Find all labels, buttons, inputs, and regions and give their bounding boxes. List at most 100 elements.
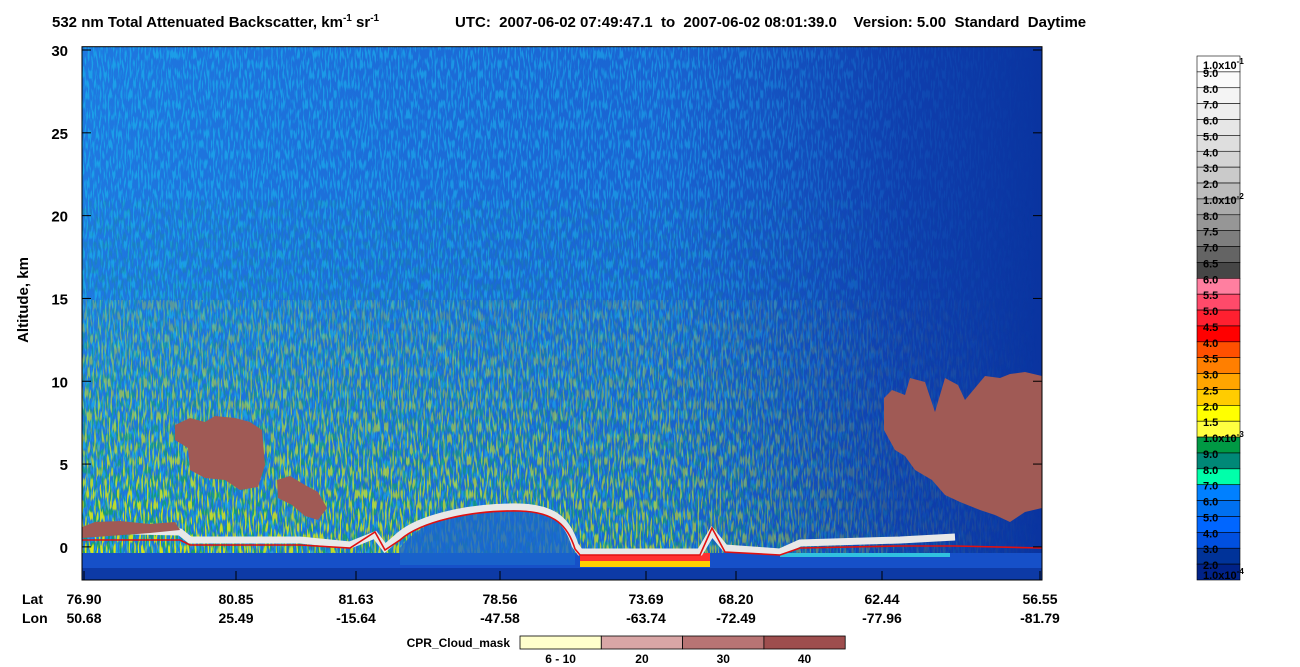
colorbar-label: 2.0 xyxy=(1203,179,1218,191)
colorbar-label-text: 7.0 xyxy=(1203,100,1218,112)
colorbar-label-text: 6.5 xyxy=(1203,258,1218,270)
lat-label: 68.20 xyxy=(718,591,753,607)
colorbar-label-exponent: -1 xyxy=(1237,57,1245,66)
colorbar-label-text: 5.0 xyxy=(1203,131,1218,143)
colorbar-label: 3.0 xyxy=(1203,163,1218,175)
colorbar-label-text: 9.0 xyxy=(1203,68,1218,80)
colorbar-label-text: 4.0 xyxy=(1203,147,1218,159)
colorbar-label-text: 6.0 xyxy=(1203,497,1218,509)
colorbar-label: 4.5 xyxy=(1203,322,1218,334)
colorbar-label: 7.0 xyxy=(1203,243,1218,255)
colorbar-label: 1.5 xyxy=(1203,417,1218,429)
colorbar-label-text: 2.0 xyxy=(1203,179,1218,191)
colorbar-label-text: 3.0 xyxy=(1203,370,1218,382)
colorbar-label: 9.0 xyxy=(1203,68,1218,80)
lon-label: -77.96 xyxy=(862,610,902,626)
colorbar-label: 5.0 xyxy=(1203,306,1218,318)
cloud-mask-swatch xyxy=(682,635,765,650)
colorbar-label: 6.5 xyxy=(1203,258,1218,270)
colorbar-label-exponent: -3 xyxy=(1237,430,1245,439)
colorbar-label: 1.0x10-4 xyxy=(1203,567,1244,582)
y-tick-label: 10 xyxy=(51,374,68,391)
colorbar-label: 7.5 xyxy=(1203,227,1218,239)
x-header: Lat xyxy=(22,591,43,607)
colorbar-label: 3.5 xyxy=(1203,354,1218,366)
colorbar-label-text: 8.0 xyxy=(1203,465,1218,477)
colorbar-label: 4.0 xyxy=(1203,338,1218,350)
colorbar-label-text: 1.0x10 xyxy=(1203,433,1237,445)
surface-shadow xyxy=(400,505,575,565)
colorbar-label-text: 4.0 xyxy=(1203,528,1218,540)
cloud-mask-legend: CPR_Cloud_mask 6 - 10 20 30 40 xyxy=(407,635,846,666)
lon-label: -81.79 xyxy=(1020,610,1060,626)
lon-label: -15.64 xyxy=(336,610,376,626)
colorbar-label-text: 8.0 xyxy=(1203,211,1218,223)
colorbar-label: 7.0 xyxy=(1203,100,1218,112)
cloud-mask-label: 30 xyxy=(717,652,731,666)
title: 532 nm Total Attenuated Backscatter, km-… xyxy=(52,13,1086,31)
colorbar-label: 6.0 xyxy=(1203,274,1218,286)
colorbar-label: 5.0 xyxy=(1203,131,1218,143)
lon-label: -63.74 xyxy=(626,610,666,626)
colorbar-label: 3.0 xyxy=(1203,544,1218,556)
colorbar-label: 6.0 xyxy=(1203,116,1218,128)
x-header: Lon xyxy=(22,610,48,626)
cloud-mask-region xyxy=(884,372,1042,522)
colorbar-label-text: 3.0 xyxy=(1203,544,1218,556)
lon-label: -72.49 xyxy=(716,610,756,626)
subsurface-signal xyxy=(580,553,710,561)
colorbar-label: 8.0 xyxy=(1203,465,1218,477)
surface-line xyxy=(82,510,1042,556)
cloud-mask-region xyxy=(175,416,265,490)
colorbar-label-text: 1.0x10 xyxy=(1203,570,1237,582)
colorbar-label-text: 6.0 xyxy=(1203,274,1218,286)
colorbar-label-text: 7.0 xyxy=(1203,481,1218,493)
colorbar-label-text: 8.0 xyxy=(1203,84,1218,96)
colorbar-label-text: 4.5 xyxy=(1203,322,1218,334)
colorbar-label-text: 7.0 xyxy=(1203,243,1218,255)
y-tick-label: 0 xyxy=(60,540,68,557)
cloud-mask-swatch xyxy=(600,635,683,650)
cloud-mask-label: 6 - 10 xyxy=(545,652,576,666)
colorbar-swatch xyxy=(1196,563,1241,581)
lat-label: 56.55 xyxy=(1022,591,1057,607)
colorbar-label-text: 1.5 xyxy=(1203,417,1218,429)
colorbar-label: 4.0 xyxy=(1203,528,1218,540)
y-tick-label: 5 xyxy=(60,457,68,474)
colorbar-label: 1.0x10-2 xyxy=(1203,192,1244,207)
colorbar-label: 7.0 xyxy=(1203,481,1218,493)
colorbar-label-text: 5.0 xyxy=(1203,512,1218,524)
lon-label: 25.49 xyxy=(218,610,253,626)
colorbar-label-text: 9.0 xyxy=(1203,449,1218,461)
colorbar-label: 2.0 xyxy=(1203,560,1218,572)
subsurface-signal xyxy=(580,561,710,567)
colorbar-label: 8.0 xyxy=(1203,84,1218,96)
colorbar-label-text: 1.0x10 xyxy=(1203,60,1237,72)
subsurface-signal xyxy=(780,553,950,557)
colorbar-label: 9.0 xyxy=(1203,449,1218,461)
colorbar-label: 5.0 xyxy=(1203,512,1218,524)
colorbar-label: 3.0 xyxy=(1203,370,1218,382)
title-text: 532 nm Total Attenuated Backscatter, km-… xyxy=(52,13,380,31)
colorbar-label-text: 7.5 xyxy=(1203,227,1218,239)
colorbar-label: 2.0 xyxy=(1203,401,1218,413)
cloud-mask-label: 40 xyxy=(798,652,812,666)
lat-label: 81.63 xyxy=(338,591,373,607)
cloud-mask-title: CPR_Cloud_mask xyxy=(407,636,511,650)
colorbar: 1.0x10-19.08.07.06.05.04.03.02.01.0x10-2… xyxy=(1196,55,1244,582)
cloud-mask-region xyxy=(82,521,180,538)
lon-label: -47.58 xyxy=(480,610,520,626)
lon-label: 50.68 xyxy=(66,610,101,626)
colorbar-label-text: 2.0 xyxy=(1203,401,1218,413)
title-superscript: -1 xyxy=(370,13,379,24)
subtitle: UTC: 2007-06-02 07:49:47.1 to 2007-06-02… xyxy=(455,14,1086,31)
surface-return xyxy=(82,503,956,556)
colorbar-label: 1.0x10-1 xyxy=(1203,57,1244,72)
y-tick-label: 20 xyxy=(51,209,68,226)
cloud-mask-swatch xyxy=(763,635,846,650)
colorbar-label: 4.0 xyxy=(1203,147,1218,159)
colorbar-label: 2.5 xyxy=(1203,385,1218,397)
colorbar-label: 1.0x10-3 xyxy=(1203,430,1244,445)
